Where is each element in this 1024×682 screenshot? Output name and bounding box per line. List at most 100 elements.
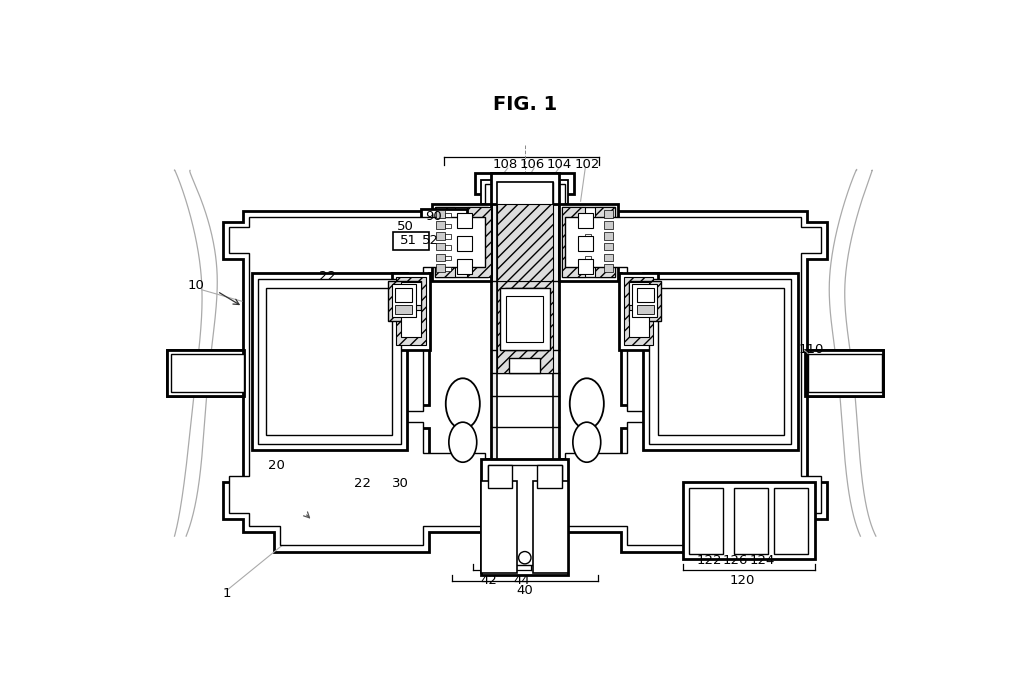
Text: 50: 50: [397, 220, 414, 233]
Text: 10: 10: [187, 280, 205, 293]
Bar: [266, 288, 391, 434]
Bar: [171, 354, 245, 392]
Bar: [586, 267, 592, 271]
Bar: [497, 203, 553, 280]
Bar: [395, 288, 413, 302]
Bar: [505, 288, 545, 319]
Bar: [624, 278, 653, 345]
Text: 110: 110: [799, 343, 824, 356]
Bar: [532, 481, 568, 573]
Bar: [388, 280, 421, 321]
Bar: [421, 209, 467, 238]
Bar: [604, 211, 613, 218]
Bar: [393, 232, 429, 250]
Bar: [481, 459, 568, 575]
Bar: [445, 235, 452, 239]
Bar: [445, 245, 452, 250]
Text: 122: 122: [696, 554, 722, 567]
Bar: [506, 296, 544, 342]
Bar: [475, 173, 574, 194]
Text: 22: 22: [353, 477, 371, 490]
Bar: [435, 207, 487, 278]
Bar: [620, 273, 658, 350]
Bar: [586, 245, 592, 250]
Text: 104: 104: [547, 158, 572, 171]
Polygon shape: [222, 211, 490, 552]
Bar: [774, 488, 809, 554]
Bar: [445, 224, 452, 228]
Ellipse shape: [572, 422, 601, 462]
Bar: [689, 488, 723, 554]
Bar: [435, 254, 445, 261]
Bar: [559, 203, 617, 280]
Bar: [562, 207, 586, 278]
Bar: [632, 284, 656, 316]
Bar: [595, 207, 614, 278]
Bar: [649, 279, 792, 444]
Bar: [578, 259, 593, 274]
Bar: [497, 280, 553, 373]
Bar: [500, 288, 550, 350]
Text: FIG. 1: FIG. 1: [493, 95, 557, 115]
Bar: [604, 254, 613, 261]
Bar: [586, 235, 592, 239]
Bar: [538, 465, 562, 488]
Bar: [586, 256, 592, 261]
Bar: [391, 273, 430, 350]
Bar: [481, 481, 517, 573]
Text: 1: 1: [223, 587, 231, 600]
Bar: [562, 207, 614, 278]
Bar: [604, 265, 613, 272]
Bar: [487, 465, 562, 565]
Text: 42: 42: [480, 574, 498, 587]
Ellipse shape: [518, 552, 531, 564]
Bar: [629, 282, 649, 305]
Bar: [467, 207, 490, 278]
Bar: [400, 310, 421, 338]
Bar: [435, 232, 445, 239]
Ellipse shape: [449, 422, 477, 462]
Text: 30: 30: [392, 477, 410, 490]
Bar: [258, 279, 400, 444]
Polygon shape: [228, 218, 484, 546]
Text: 108: 108: [493, 158, 518, 171]
Bar: [805, 350, 883, 396]
Bar: [586, 213, 592, 218]
Bar: [435, 265, 445, 272]
Bar: [497, 182, 553, 490]
Bar: [435, 211, 445, 218]
Bar: [586, 224, 592, 228]
Bar: [490, 173, 559, 496]
Bar: [734, 488, 768, 554]
Bar: [396, 278, 426, 345]
Bar: [457, 213, 472, 228]
Text: 51: 51: [400, 234, 417, 247]
Bar: [604, 243, 613, 250]
Polygon shape: [565, 218, 821, 546]
Bar: [604, 232, 613, 239]
Text: 22: 22: [319, 270, 337, 283]
Ellipse shape: [445, 379, 480, 429]
Bar: [497, 182, 553, 203]
Bar: [435, 243, 445, 250]
Bar: [167, 350, 245, 396]
Text: 102: 102: [574, 158, 599, 171]
Text: 52: 52: [422, 234, 438, 247]
Text: 40: 40: [516, 584, 534, 597]
Bar: [629, 280, 662, 321]
Bar: [457, 259, 472, 274]
Bar: [445, 213, 452, 218]
Bar: [481, 181, 568, 203]
Bar: [809, 354, 882, 392]
Bar: [484, 184, 565, 203]
Text: 124: 124: [750, 554, 774, 567]
Bar: [432, 203, 490, 280]
Text: 90: 90: [425, 210, 441, 223]
Polygon shape: [807, 350, 883, 396]
Bar: [509, 357, 541, 373]
Bar: [487, 465, 512, 488]
Text: 126: 126: [723, 554, 749, 567]
Bar: [435, 207, 455, 278]
Bar: [391, 284, 417, 316]
Bar: [395, 305, 413, 314]
